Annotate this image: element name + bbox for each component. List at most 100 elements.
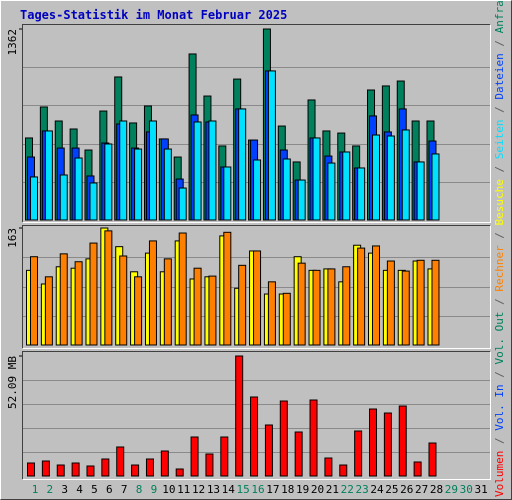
bar	[339, 464, 348, 477]
bar	[401, 270, 410, 346]
x-tick-label: 16	[251, 483, 264, 496]
x-tick-label: 28	[430, 483, 443, 496]
legend-separator: /	[493, 365, 506, 385]
bar	[312, 269, 321, 346]
x-tick-label: 27	[415, 483, 428, 496]
bar	[208, 275, 217, 346]
bar	[223, 166, 232, 221]
panel-border-dark	[22, 351, 491, 480]
legend-separator: /	[493, 100, 506, 120]
bar	[297, 262, 306, 346]
bar	[89, 242, 98, 346]
bar	[369, 408, 378, 477]
bar	[282, 158, 291, 221]
legend-separator: /	[493, 33, 506, 53]
x-tick-label: 6	[106, 483, 113, 496]
bar	[205, 453, 214, 477]
bar	[372, 134, 381, 221]
bar	[41, 460, 50, 477]
legend-separator: /	[493, 431, 506, 451]
bar	[386, 260, 395, 346]
bar	[357, 247, 366, 346]
bar	[267, 70, 276, 221]
panel-border-light	[22, 351, 491, 480]
x-tick-label: 23	[356, 483, 369, 496]
bar	[163, 148, 172, 221]
x-tick-label: 30	[460, 483, 473, 496]
panel-border-dark	[22, 24, 491, 223]
bar	[416, 259, 425, 346]
bar	[30, 176, 38, 221]
x-tick-label: 19	[296, 483, 309, 496]
bar	[354, 430, 363, 477]
bar	[190, 436, 199, 477]
legend-entry: Besuche	[493, 179, 506, 225]
bar	[431, 259, 440, 346]
x-tick-label: 11	[177, 483, 190, 496]
bar	[342, 151, 351, 221]
bar	[250, 396, 259, 477]
bar	[401, 129, 410, 221]
bar	[238, 108, 247, 221]
bar	[279, 400, 288, 477]
x-tick-label: 12	[192, 483, 205, 496]
x-tick-label: 18	[281, 483, 294, 496]
legend-entry: Vol. Out	[493, 312, 506, 365]
bar	[193, 267, 202, 346]
bar	[104, 143, 113, 221]
bar	[134, 148, 143, 221]
bar	[27, 462, 35, 477]
bar	[104, 230, 113, 346]
bar	[223, 231, 232, 346]
bar	[309, 399, 318, 477]
bar	[372, 245, 381, 346]
bar	[357, 167, 366, 221]
bar	[383, 412, 392, 477]
bar	[238, 264, 247, 346]
y-tick-label: 52.09 MB	[6, 356, 19, 409]
bar	[178, 187, 187, 221]
bar	[56, 464, 65, 477]
bar	[86, 465, 95, 477]
bar	[327, 268, 336, 346]
bar	[297, 179, 306, 221]
x-tick-label: 15	[237, 483, 250, 496]
y-tick-label: 163	[6, 228, 19, 248]
bar	[59, 253, 68, 346]
bar	[59, 174, 68, 221]
bar	[119, 255, 128, 346]
legend-separator: /	[493, 292, 506, 312]
x-tick-label: 8	[136, 483, 143, 496]
bar	[175, 468, 184, 477]
bar	[178, 232, 187, 346]
bar	[148, 240, 157, 346]
bar	[282, 292, 291, 346]
bar	[416, 161, 425, 221]
x-tick-label: 29	[445, 483, 458, 496]
bar	[74, 261, 83, 346]
x-tick-label: 1	[32, 483, 39, 496]
bar	[148, 120, 157, 221]
bar	[253, 159, 262, 221]
bar	[44, 130, 53, 221]
bar	[71, 462, 80, 477]
bar	[89, 182, 98, 221]
legend-entry: Vol. In	[493, 384, 506, 430]
legend-entry: Volumen	[493, 451, 506, 497]
panel-border-light	[22, 225, 491, 349]
legend-entry: Anfragen	[493, 0, 506, 33]
bar	[160, 450, 169, 477]
y-tick-label: 1362	[6, 29, 19, 56]
x-tick-label: 2	[47, 483, 54, 496]
bar	[294, 431, 303, 477]
bar	[163, 258, 172, 346]
legend-entry: Rechner	[493, 245, 506, 292]
panel-border-dark	[22, 225, 491, 349]
bar	[145, 458, 154, 477]
bar	[428, 442, 437, 477]
x-tick-label: 22	[341, 483, 354, 496]
bar	[413, 461, 422, 477]
bar	[131, 464, 140, 477]
